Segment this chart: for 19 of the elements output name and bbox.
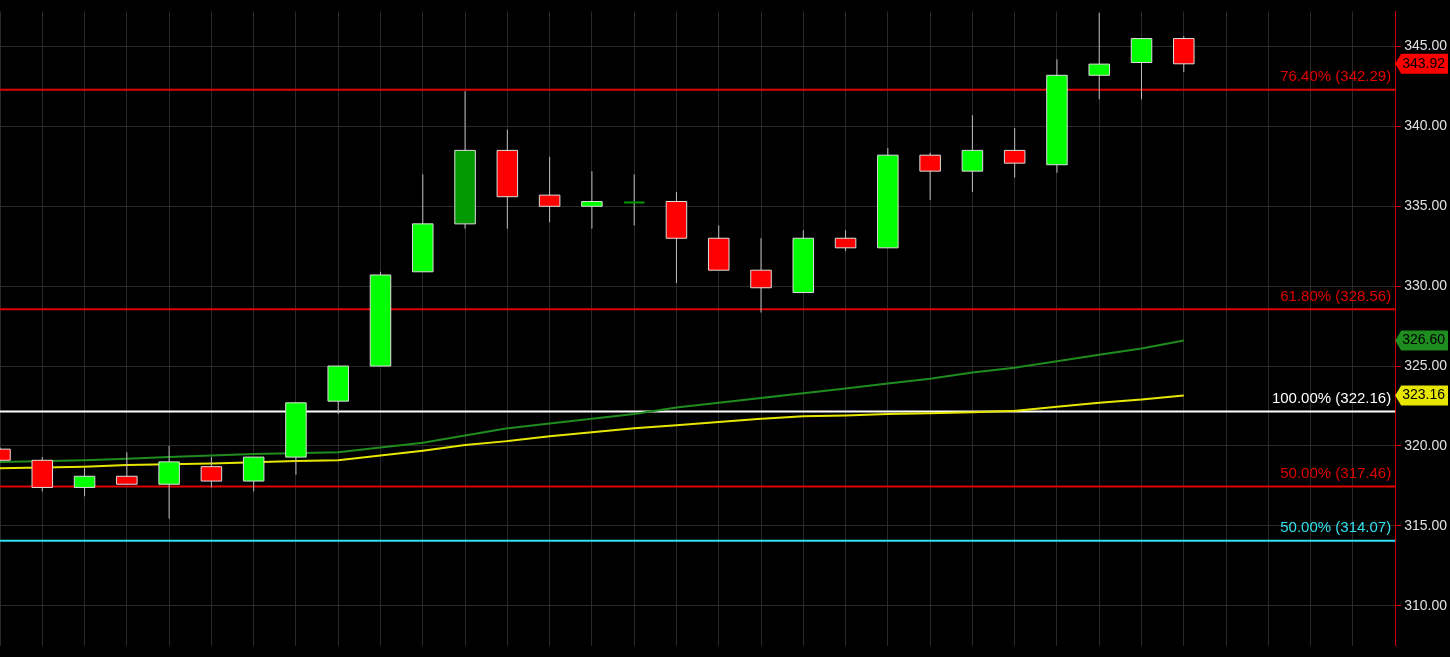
candlestick bbox=[623, 173, 645, 226]
candlestick bbox=[158, 445, 180, 520]
y-tick-label: 345.00 bbox=[1404, 37, 1448, 54]
candlestick bbox=[581, 170, 603, 230]
y-tick-label: 330.00 bbox=[1404, 277, 1448, 294]
ref-line-label: 76.40% (342.29) bbox=[1280, 67, 1392, 85]
text: 323.16 bbox=[1402, 386, 1446, 403]
y-tick-label: 310.00 bbox=[1404, 596, 1448, 613]
y-tick-label: 315.00 bbox=[1404, 516, 1448, 533]
text: 343.92 bbox=[1402, 54, 1446, 71]
ref-line-label: 50.00% (314.07) bbox=[1280, 518, 1392, 536]
text: 326.60 bbox=[1402, 331, 1446, 348]
y-tick-label: 335.00 bbox=[1404, 197, 1448, 214]
ref-line-label: 61.80% (328.56) bbox=[1280, 286, 1392, 304]
ref-line-label: 50.00% (317.46) bbox=[1280, 464, 1392, 482]
y-tick-label: 340.00 bbox=[1404, 117, 1448, 134]
ref-line-label: 100.00% (322.16) bbox=[1271, 389, 1392, 407]
y-tick-label: 320.00 bbox=[1404, 436, 1448, 453]
y-tick-label: 325.00 bbox=[1404, 356, 1448, 373]
